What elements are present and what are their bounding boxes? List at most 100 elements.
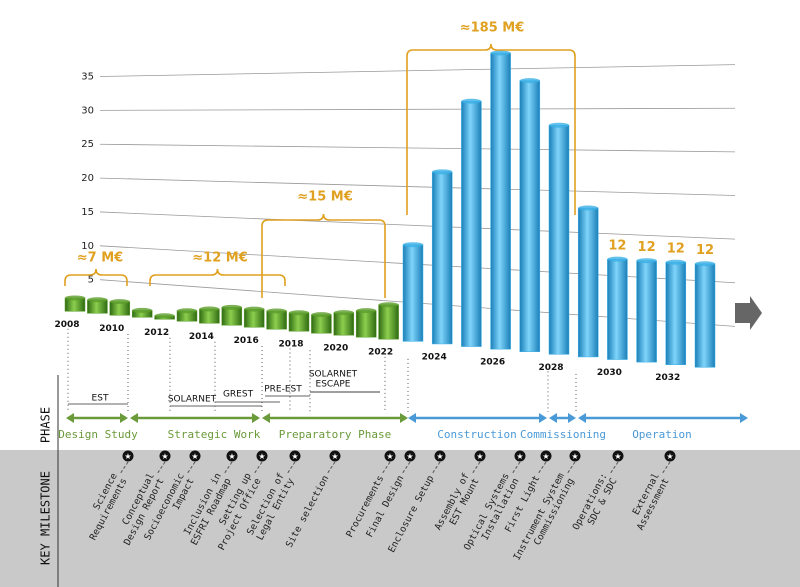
bar: [461, 100, 482, 347]
y-tick-label: 35: [81, 72, 94, 83]
milestone-star: [514, 450, 526, 462]
milestone-star: [612, 450, 624, 462]
grid-line: [99, 107, 736, 111]
bar: [694, 263, 716, 368]
x-tick-label: 2022: [368, 348, 393, 358]
milestone-star-glyph: ★: [124, 452, 131, 461]
bar-cap: [432, 169, 453, 175]
bar-cap: [109, 299, 130, 305]
value-label: 12: [638, 240, 656, 255]
bar: [402, 244, 424, 342]
value-label: 12: [608, 239, 626, 254]
bar-cap: [87, 297, 108, 303]
milestone-star-glyph: ★: [542, 452, 549, 461]
x-tick-label: 2010: [99, 324, 124, 334]
value-label: 12: [667, 242, 685, 257]
milestone-leader: [401, 461, 411, 475]
milestone-leader: [223, 461, 233, 475]
phase-arrowhead: [549, 413, 576, 423]
milestone-leader: [381, 461, 391, 475]
bar: [333, 312, 355, 336]
y-tick-label: 20: [81, 173, 94, 184]
y-tick-label: 25: [81, 139, 94, 150]
bar: [431, 171, 453, 345]
grid-line: [99, 211, 736, 240]
milestone-leader: [253, 461, 263, 475]
bar-cap: [607, 256, 628, 262]
milestone-leader: [286, 461, 296, 475]
bar-cap: [289, 310, 309, 316]
program-label: GREST: [223, 390, 254, 400]
bar: [548, 124, 570, 355]
program-label: EST: [92, 394, 109, 404]
milestone-star-glyph: ★: [436, 452, 443, 461]
bar: [288, 312, 310, 332]
milestone-leader: [156, 461, 166, 475]
milestone-star-glyph: ★: [228, 452, 235, 461]
milestone-star-glyph: ★: [191, 452, 198, 461]
value-label: 12: [696, 243, 714, 258]
bar: [490, 52, 511, 350]
milestone-star-glyph: ★: [614, 452, 621, 461]
bar: [378, 304, 399, 340]
bar: [577, 207, 599, 358]
cost-bracket: [261, 213, 386, 298]
bar-cap: [65, 295, 85, 301]
bar-cap: [177, 308, 197, 314]
milestone-star-glyph: ★: [571, 452, 578, 461]
bar: [243, 308, 265, 328]
milestone-leader: [471, 461, 481, 475]
bar: [636, 260, 657, 363]
milestone-star-glyph: ★: [291, 452, 298, 461]
grid-line: [99, 177, 736, 196]
program-label: ESCAPE: [316, 380, 351, 390]
bar-cap: [356, 308, 377, 314]
milestone-star-glyph: ★: [476, 452, 483, 461]
x-tick-label: 2030: [597, 368, 622, 378]
cost-label: ≈12 M€: [192, 251, 248, 266]
y-tick-label: 30: [81, 105, 94, 116]
milestone-band: [0, 450, 800, 587]
milestone-leader: [431, 461, 441, 475]
milestone-star: [540, 450, 552, 462]
phase-name: Operation: [632, 428, 692, 441]
time-arrow: [735, 296, 762, 330]
phase-name: Construction: [437, 428, 516, 441]
bar-cap: [199, 306, 220, 312]
milestone-star-glyph: ★: [386, 452, 393, 461]
y-tick-label: 5: [88, 275, 94, 286]
milestone-star: [289, 450, 301, 462]
milestone-star: [404, 450, 416, 462]
cost-label: ≈15 M€: [297, 190, 353, 205]
bar-cap: [378, 302, 399, 308]
milestone-leader: [609, 461, 619, 475]
bar-cap: [311, 312, 332, 318]
bar: [607, 258, 628, 360]
x-tick-label: 2028: [538, 363, 563, 373]
y-tick-label: 10: [81, 241, 94, 252]
x-tick-label: 2012: [144, 328, 169, 338]
milestone-star: [189, 450, 201, 462]
milestone-leader: [186, 461, 196, 475]
bar-cap: [461, 98, 482, 104]
bar-cap: [490, 50, 511, 56]
milestone-star-glyph: ★: [406, 452, 413, 461]
cost-label: ≈185 M€: [460, 21, 525, 36]
x-tick-label: 2026: [480, 358, 505, 368]
x-tick-label: 2016: [234, 336, 259, 346]
bar-cap: [333, 310, 354, 316]
milestone-star-glyph: ★: [331, 452, 338, 461]
program-label: SOLARNET: [168, 395, 217, 405]
grid-line: [99, 143, 736, 153]
bar-cap: [636, 258, 657, 264]
milestone-star: [434, 450, 446, 462]
bar-cap: [549, 122, 569, 128]
bar-cap: [132, 307, 153, 313]
program-label: SOLARNET: [309, 370, 358, 380]
milestone-star: [256, 450, 268, 462]
bar-cap: [244, 306, 265, 312]
cost-bracket: [406, 43, 576, 215]
milestone-star: [664, 450, 676, 462]
bar: [665, 261, 687, 365]
